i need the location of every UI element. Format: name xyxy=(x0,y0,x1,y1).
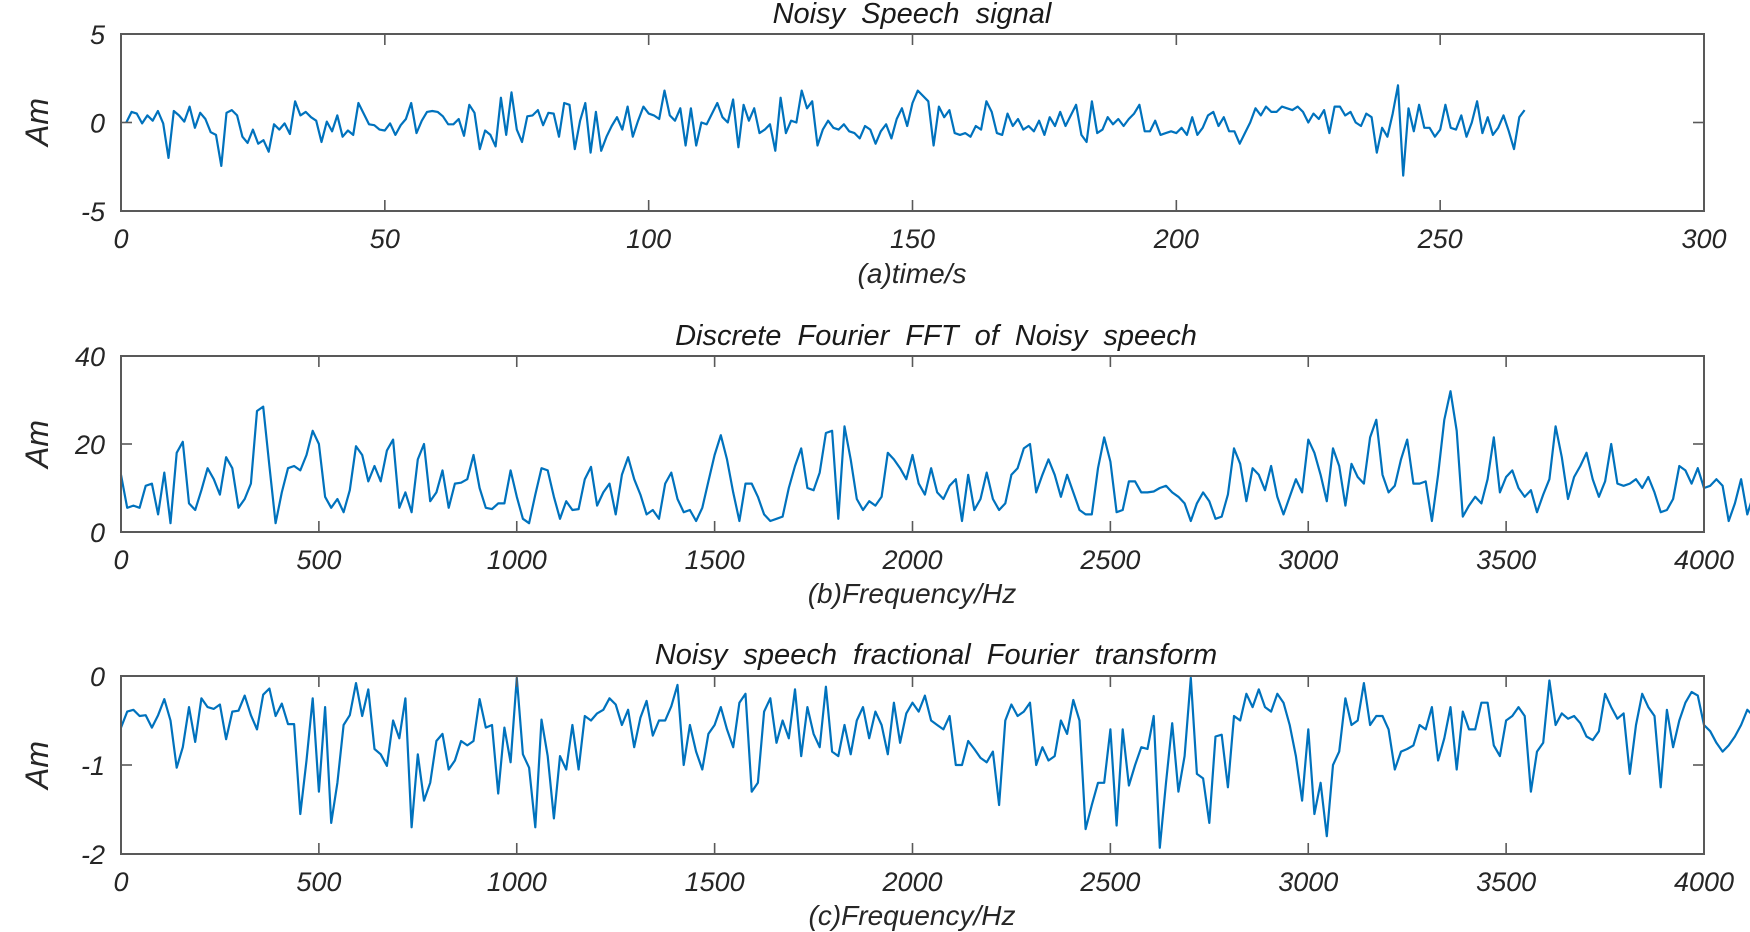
x-tick-label: 1500 xyxy=(685,867,745,897)
subplot-a-line xyxy=(125,84,1526,177)
data-line xyxy=(125,84,1526,177)
y-tick-label: 0 xyxy=(90,518,105,548)
x-tick-label: 3500 xyxy=(1476,545,1536,575)
data-line xyxy=(119,676,1750,849)
x-tick-label: 3000 xyxy=(1278,867,1338,897)
subplot-b-ticks: 0 500 1000 1500 2000 2500 3000 3500 4000 40 20 0 xyxy=(74,342,1734,575)
x-tick-label: 4000 xyxy=(1674,867,1734,897)
x-tick-label: 1500 xyxy=(685,545,745,575)
subplot-c-line xyxy=(119,676,1750,849)
data-line xyxy=(119,390,1750,525)
y-tick-label: 0 xyxy=(90,109,105,139)
x-tick-label: 3500 xyxy=(1476,867,1536,897)
subplot-a-ylabel: Am xyxy=(19,98,55,148)
subplot-a-title: Noisy Speech signal xyxy=(773,0,1053,30)
subplot-c-ylabel: Am xyxy=(19,741,55,791)
y-tick-label: 20 xyxy=(74,430,105,460)
x-tick-label: 300 xyxy=(1681,224,1726,254)
y-tick-label: -5 xyxy=(81,197,106,227)
subplot-b-title: Discrete Fourier FFT of Noisy speech xyxy=(675,320,1197,352)
subplot-b-axes xyxy=(120,355,1705,533)
y-tick-label: 0 xyxy=(90,662,105,692)
subplot-c-ticks: 0 500 1000 1500 2000 2500 3000 3500 4000 0 -1 -2 xyxy=(81,662,1734,897)
y-tick-label: 5 xyxy=(90,20,106,50)
subplot-c-xlabel: (c)Frequency/Hz xyxy=(809,900,1016,931)
x-tick-label: 50 xyxy=(370,224,400,254)
y-tick-label: 40 xyxy=(75,342,105,372)
x-tick-label: 3000 xyxy=(1278,545,1338,575)
y-tick-label: -2 xyxy=(81,840,105,870)
subplot-b-ylabel: Am xyxy=(19,420,55,470)
x-tick-label: 1000 xyxy=(487,867,547,897)
x-tick-label: 1000 xyxy=(487,545,547,575)
x-tick-label: 0 xyxy=(113,545,128,575)
subplot-a: Noisy Speech signal 0 50 100 150 200 250 30050… xyxy=(19,0,1727,289)
subplot-a-axes xyxy=(120,33,1705,212)
subplot-c: Noisy speech fractional Fourier transfor… xyxy=(19,639,1750,931)
x-tick-label: 150 xyxy=(890,224,935,254)
y-tick-label: -1 xyxy=(81,751,105,781)
x-tick-label: 500 xyxy=(296,867,341,897)
subplot-b-xlabel: (b)Frequency/Hz xyxy=(808,578,1017,609)
subplot-b: Discrete Fourier FFT of Noisy speech 0 50… xyxy=(19,320,1750,609)
subplot-c-title: Noisy speech fractional Fourier transfor… xyxy=(655,639,1217,671)
x-tick-label: 250 xyxy=(1417,224,1463,254)
x-tick-label: 2500 xyxy=(1079,867,1140,897)
x-tick-label: 500 xyxy=(296,545,341,575)
x-tick-label: 100 xyxy=(626,224,671,254)
x-tick-label: 0 xyxy=(113,867,128,897)
x-tick-label: 0 xyxy=(113,224,128,254)
x-tick-label: 2000 xyxy=(881,545,942,575)
subplot-b-line xyxy=(119,390,1750,525)
x-tick-label: 4000 xyxy=(1674,545,1734,575)
x-tick-label: 2000 xyxy=(881,867,942,897)
x-tick-label: 2500 xyxy=(1079,545,1140,575)
x-tick-label: 200 xyxy=(1153,224,1199,254)
subplot-a-xlabel: (a)time/s xyxy=(858,258,967,289)
